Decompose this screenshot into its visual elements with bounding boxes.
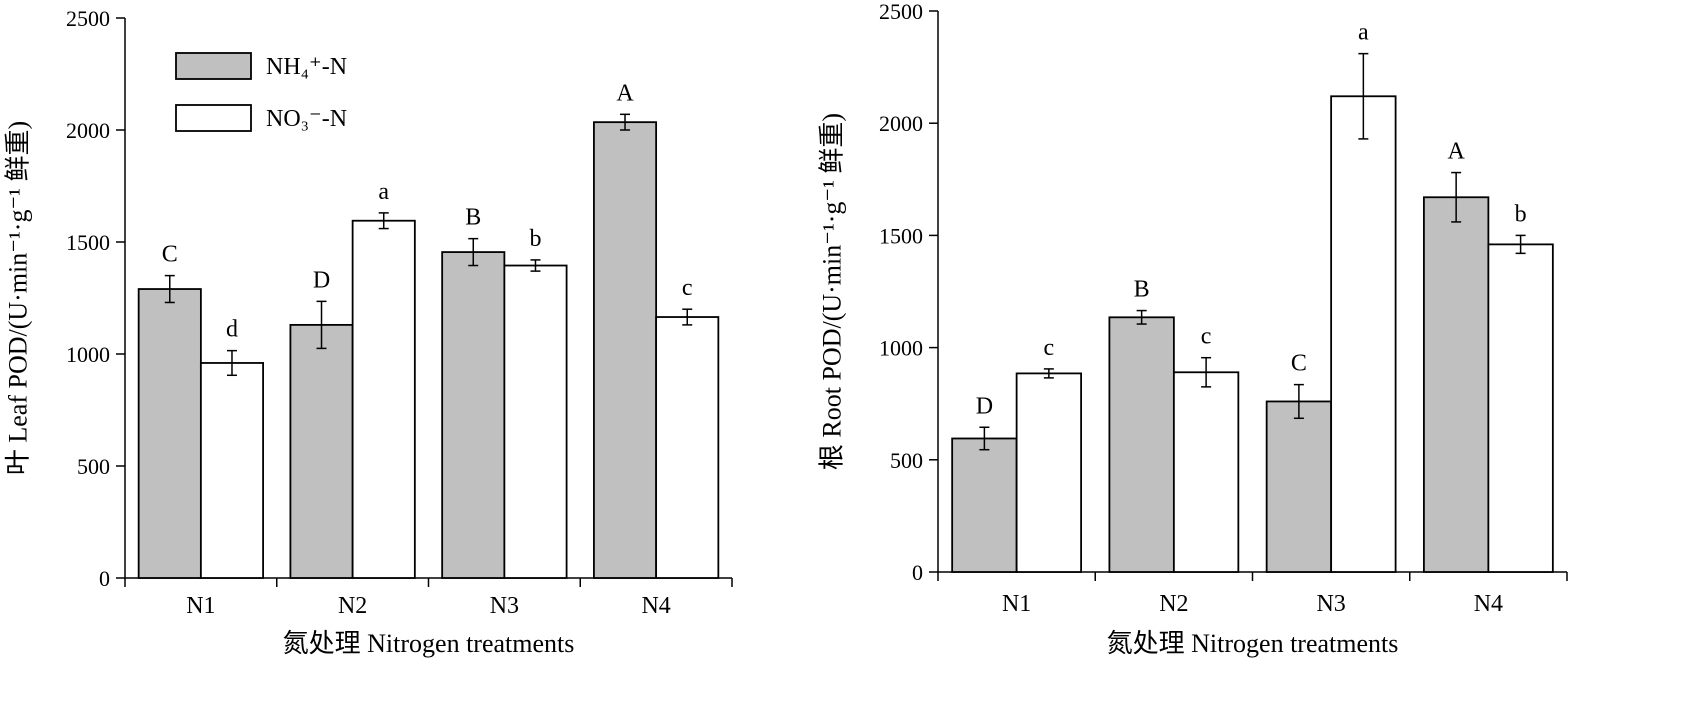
bar: [1108, 316, 1175, 573]
y-tick-label: 1000: [66, 342, 110, 367]
legend-label: NH₄⁺-N: [266, 54, 347, 80]
bar: [1423, 196, 1490, 573]
significance-label: b: [529, 226, 541, 252]
y-tick-label: 2500: [879, 0, 923, 24]
bar: [199, 362, 264, 579]
bar: [655, 316, 720, 579]
bar: [1330, 95, 1397, 573]
legend-swatch: [175, 52, 252, 80]
bar: [441, 251, 506, 579]
y-axis-title: 叶 Leaf POD/(U·min⁻¹·g⁻¹ 鲜重): [4, 121, 33, 475]
bar: [1172, 371, 1240, 573]
legend-swatch: [175, 104, 252, 132]
category-label-n1: N1: [1002, 591, 1031, 617]
category-label-n4: N4: [641, 593, 670, 619]
y-tick-label: 2500: [66, 6, 110, 31]
y-tick-label: 1000: [879, 336, 923, 361]
y-tick-label: 0: [912, 560, 923, 585]
legend: NH₄⁺-N NO₃⁻-N: [175, 52, 347, 132]
x-axis-title: 氮处理 Nitrogen treatments: [1107, 629, 1399, 658]
significance-label: B: [1134, 277, 1150, 303]
significance-label: a: [1358, 20, 1369, 46]
leaf-pod-chart: 0 500 1000 1500 2000 2500 N1 N2 N3 N4 C D B Ad a b c 叶 Le…: [4, 6, 733, 658]
y-tick-label: 1500: [66, 230, 110, 255]
bar: [503, 264, 568, 579]
bar: [351, 219, 416, 579]
significance-label: b: [1515, 201, 1527, 227]
category-label-n3: N3: [490, 593, 519, 619]
bar: [593, 121, 658, 579]
x-axis-title: 氮处理 Nitrogen treatments: [283, 629, 575, 658]
category-label-n3: N3: [1316, 591, 1345, 617]
bar: [1015, 372, 1082, 573]
significance-label: c: [1201, 324, 1212, 350]
legend-label: NO₃⁻-N: [266, 106, 347, 132]
bar: [1265, 400, 1333, 573]
y-tick-label: 1500: [879, 223, 923, 248]
bar: [951, 437, 1018, 573]
category-label-n2: N2: [338, 593, 367, 619]
bar: [137, 288, 202, 579]
root-pod-chart: 0 500 1000 1500 2000 2500 N1 N2 N3 N4 D B C Ac c a b 根 Ro…: [818, 0, 1568, 658]
y-tick-label: 2000: [66, 118, 110, 143]
significance-label: A: [1447, 139, 1465, 165]
significance-label: c: [1044, 335, 1055, 361]
y-tick-label: 500: [77, 454, 110, 479]
significance-label: C: [1291, 351, 1307, 377]
significance-label: c: [682, 275, 693, 301]
significance-label: D: [976, 393, 993, 419]
y-tick-label: 500: [890, 448, 923, 473]
bar: [1487, 243, 1554, 573]
significance-label: a: [378, 179, 389, 205]
category-label-n1: N1: [186, 593, 215, 619]
significance-label: B: [465, 205, 481, 231]
bar: [289, 323, 354, 579]
significance-label: D: [313, 267, 330, 293]
significance-label: A: [616, 80, 634, 106]
significance-label: d: [226, 317, 238, 343]
category-label-n4: N4: [1474, 591, 1503, 617]
y-axis-title: 根 Root POD/(U·min⁻¹·g⁻¹ 鲜重): [818, 113, 847, 470]
category-label-n2: N2: [1159, 591, 1188, 617]
significance-label: C: [162, 242, 178, 268]
y-tick-label: 2000: [879, 111, 923, 136]
y-tick-label: 0: [99, 566, 110, 591]
